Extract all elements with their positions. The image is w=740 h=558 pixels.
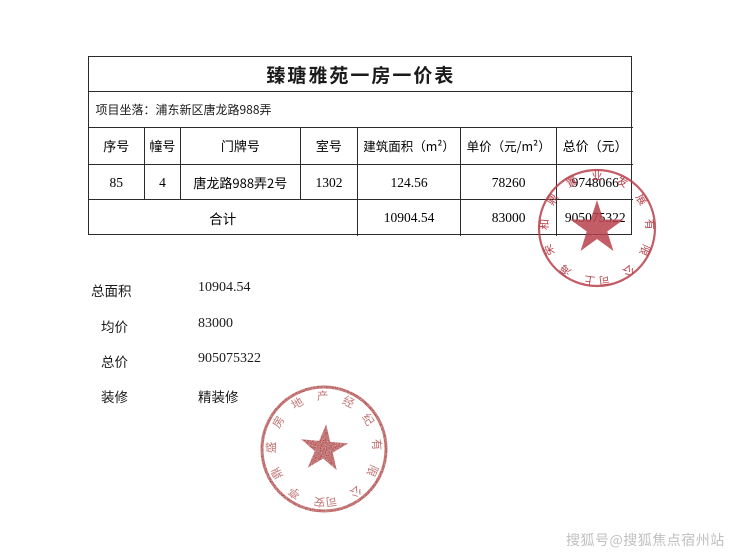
svg-text:公: 公 [619,261,637,280]
svg-text:海: 海 [556,261,574,280]
svg-text:限: 限 [362,462,382,479]
svg-text:鼎: 鼎 [543,190,562,208]
svg-text:产: 产 [317,388,329,404]
svg-text:鼎: 鼎 [267,464,286,482]
svg-text:展: 展 [632,190,651,208]
svg-text:有: 有 [642,218,659,230]
svg-text:业: 业 [592,167,603,183]
svg-text:司: 司 [598,272,611,289]
svg-text:和: 和 [536,218,553,230]
svg-text:司: 司 [325,493,339,510]
svg-text:置: 置 [563,172,580,191]
svg-text:上: 上 [583,272,596,289]
svg-text:盛: 盛 [263,441,279,453]
svg-text:安: 安 [313,493,326,510]
svg-text:发: 发 [614,172,631,191]
svg-text:有: 有 [368,438,385,451]
